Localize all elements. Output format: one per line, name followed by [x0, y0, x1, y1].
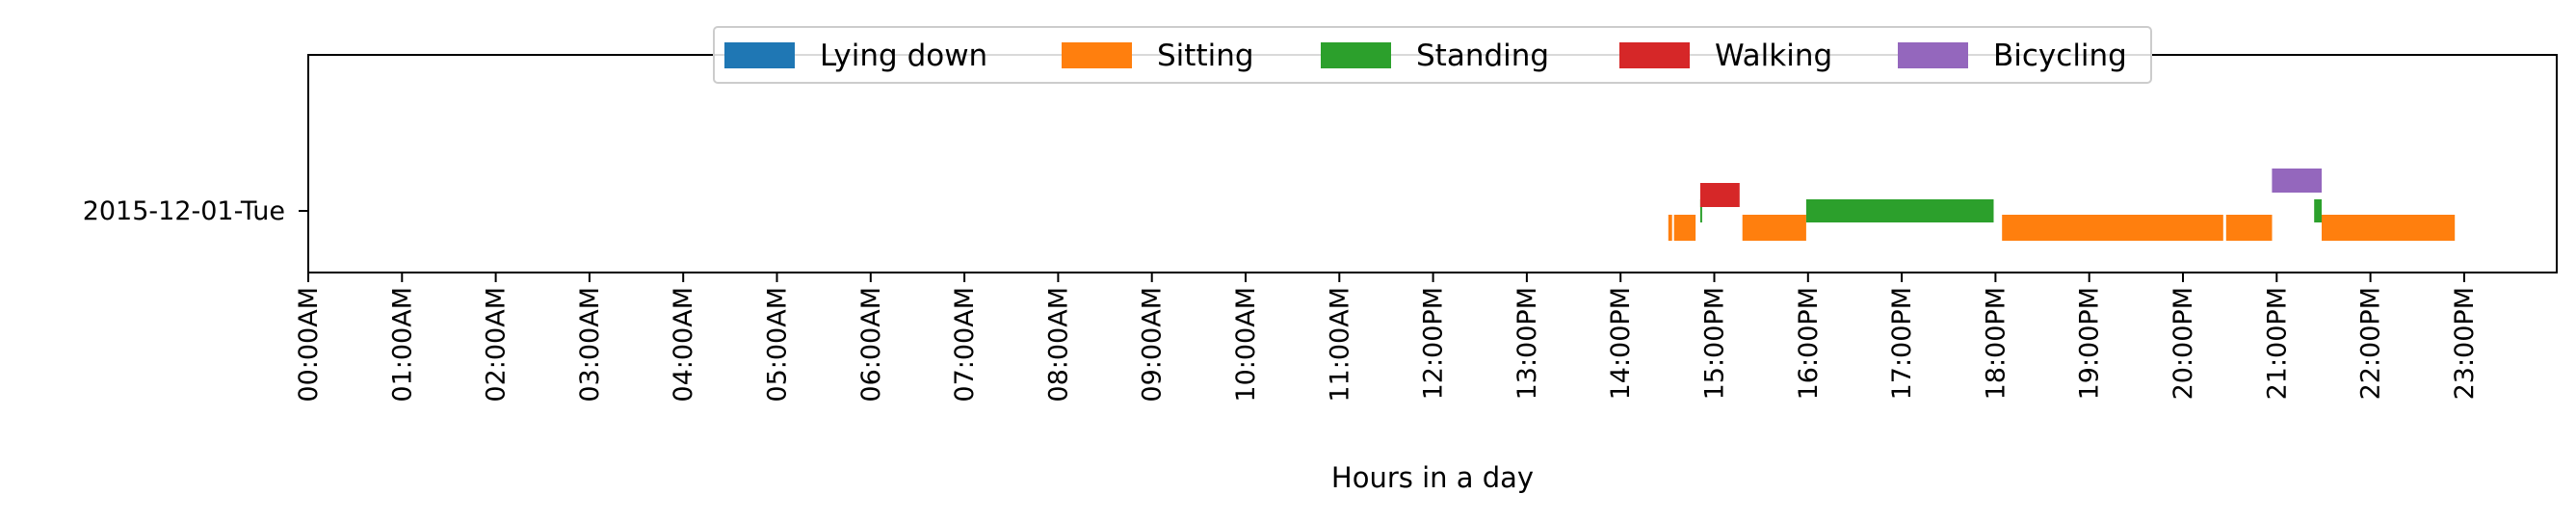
x-tick-label: 06:00AM — [856, 287, 886, 403]
x-tick-label: 18:00PM — [1981, 287, 2011, 400]
activity-bars — [1668, 169, 2456, 241]
legend-label-lying-down: Lying down — [820, 39, 987, 73]
legend-swatch-bicycling — [1898, 42, 1968, 68]
x-tick-label: 05:00AM — [763, 287, 793, 403]
legend-label-standing: Standing — [1416, 39, 1549, 73]
x-axis: 00:00AM 01:00AM 02:00AM 03:00AM 04:00AM 05:00… — [294, 273, 2480, 403]
legend-box — [713, 26, 2152, 84]
x-tick-label: 03:00AM — [575, 287, 605, 403]
x-tick-label: 14:00PM — [1606, 287, 1636, 400]
bar-standing — [2314, 199, 2322, 222]
x-tick-label: 15:00PM — [1700, 287, 1730, 400]
legend: Lying down Sitting Standing Walking Bicyclin… — [713, 26, 2152, 84]
x-tick-label: 23:00PM — [2450, 287, 2480, 400]
x-tick-label: 00:00AM — [294, 287, 324, 403]
x-tick-label: 13:00PM — [1512, 287, 1542, 400]
bar-sitting — [2322, 215, 2456, 241]
x-tick-label: 17:00PM — [1887, 287, 1917, 400]
x-tick-label: 12:00PM — [1419, 287, 1449, 400]
x-tick-label: 02:00AM — [482, 287, 512, 403]
bar-sitting — [2225, 215, 2273, 241]
x-axis-title: Hours in a day — [1331, 461, 1534, 494]
bar-sitting — [1668, 215, 1672, 241]
x-tick-label: 10:00AM — [1231, 287, 1261, 403]
x-tick-label: 01:00AM — [387, 287, 417, 403]
x-tick-label: 22:00PM — [2356, 287, 2386, 400]
bar-standing — [1805, 199, 1994, 222]
bar-walking — [1699, 183, 1740, 207]
legend-swatch-sitting — [1062, 42, 1132, 68]
x-tick-label: 16:00PM — [1794, 287, 1824, 400]
bar-sitting — [1673, 215, 1696, 241]
x-tick-label: 04:00AM — [669, 287, 698, 403]
legend-swatch-standing — [1321, 42, 1391, 68]
x-tick-label: 11:00AM — [1325, 287, 1354, 403]
legend-label-sitting: Sitting — [1157, 39, 1254, 73]
x-tick-label: 19:00PM — [2075, 287, 2105, 400]
x-tick-label: 21:00PM — [2262, 287, 2292, 400]
x-tick-label: 08:00AM — [1043, 287, 1073, 403]
bar-standing — [1699, 199, 1702, 222]
bar-sitting — [1742, 215, 1806, 241]
bar-sitting — [2002, 215, 2223, 241]
x-tick-label: 07:00AM — [950, 287, 980, 403]
y-tick-label: 2015-12-01-Tue — [83, 196, 285, 226]
legend-swatch-walking — [1619, 42, 1690, 68]
x-tick-label: 20:00PM — [2169, 287, 2198, 400]
legend-swatch-lying-down — [724, 42, 795, 68]
legend-label-bicycling: Bicycling — [1993, 39, 2127, 73]
legend-label-walking: Walking — [1715, 39, 1832, 73]
y-axis: 2015-12-01-Tue — [83, 196, 308, 226]
x-tick-label: 09:00AM — [1138, 287, 1168, 403]
bar-bicycling — [2272, 169, 2322, 193]
